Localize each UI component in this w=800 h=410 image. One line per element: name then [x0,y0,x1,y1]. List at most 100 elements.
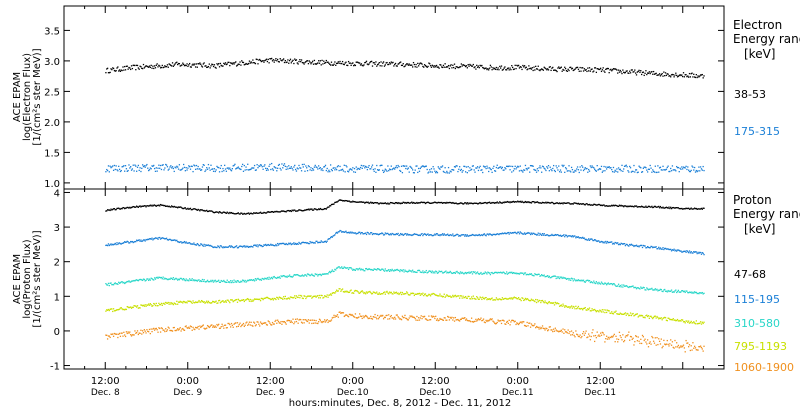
proton-data-point [555,202,557,204]
proton-data-point [218,299,221,302]
proton-data-point [517,231,519,233]
proton-data-point [154,237,157,239]
electron-data-point [306,170,309,172]
proton-data-point [116,242,118,244]
proton-data-point [147,205,149,207]
proton-data-point [144,280,146,282]
electron-data-point [350,168,352,171]
electron-data-point [595,71,598,74]
proton-data-point [627,313,629,315]
proton-data-point [311,322,313,325]
proton-data-point [542,301,545,303]
proton-data-point [177,279,179,281]
proton-data-point [375,232,377,235]
proton-data-point [352,314,354,317]
electron-data-point [663,169,665,171]
proton-data-point [147,279,150,282]
electron-data-point [609,167,611,169]
electron-data-point [677,166,680,169]
proton-data-point [183,279,186,281]
proton-series-47-68 [105,199,705,215]
proton-data-point [646,287,648,289]
proton-data-point [145,279,147,282]
proton-data-point [207,281,210,283]
proton-data-point [193,301,195,304]
proton-data-point [641,287,644,289]
electron-data-point [263,165,265,167]
proton-data-point [284,295,286,298]
proton-data-point [350,289,352,291]
electron-data-point [299,167,301,169]
electron-data-point [447,64,450,67]
proton-data-point [682,208,684,210]
proton-data-point [359,315,362,317]
electron-data-point [451,67,453,69]
electron-data-point [229,64,231,67]
proton-data-point [636,287,639,289]
proton-data-point [323,295,326,297]
electron-data-point [267,58,269,61]
electron-data-point [376,64,379,66]
proton-data-point [618,243,621,245]
proton-data-point [214,325,216,327]
proton-data-point [329,271,332,274]
proton-data-point [579,203,581,205]
electron-data-point [327,171,329,173]
proton-data-point [677,249,680,251]
electron-data-point [614,169,616,172]
electron-data-point [564,67,567,70]
electron-data-point [430,66,433,68]
proton-data-point [475,234,477,236]
proton-data-point [202,301,204,303]
proton-data-point [403,201,405,204]
electron-data-point [401,172,404,174]
proton-data-point [400,232,402,235]
electron-data-point [423,165,425,168]
proton-data-point [517,273,520,275]
proton-data-point [394,292,397,294]
proton-data-point [417,293,420,295]
proton-data-point [432,272,434,274]
proton-data-point [323,273,325,275]
proton-data-point [678,207,680,210]
electron-data-point [431,171,433,173]
proton-data-point [218,279,220,281]
electron-data-point [423,166,426,168]
proton-data-point [693,251,695,253]
electron-data-point [566,70,568,72]
proton-data-point [579,308,581,310]
electron-data-point [113,69,116,72]
proton-data-point [268,211,270,214]
proton-data-point [421,271,423,274]
proton-data-point [112,244,115,246]
proton-data-point [301,210,304,212]
electron-data-point [619,69,621,72]
proton-data-point [477,272,480,275]
electron-data-point [219,167,222,169]
proton-data-point [234,299,236,302]
proton-data-point [142,332,145,334]
proton-data-point [267,278,269,280]
proton-data-point [656,206,658,208]
electron-data-point [238,63,240,66]
proton-data-point [376,202,379,204]
proton-data-point [224,301,226,303]
proton-data-point [427,201,429,203]
electron-data-point [648,168,650,171]
proton-data-point [365,267,368,270]
proton-data-point [354,201,357,203]
proton-data-point [124,207,126,210]
proton-data-point [359,267,361,270]
electron-data-point [608,72,610,74]
electron-data-point [114,70,116,72]
proton-data-point [391,268,393,271]
proton-data-point [552,275,555,277]
proton-data-point [371,269,374,271]
proton-data-point [502,201,504,203]
proton-data-point [247,297,249,300]
proton-data-point [142,304,145,306]
proton-data-point [566,306,568,308]
proton-data-point [398,293,400,296]
electron-data-point [241,61,244,63]
proton-data-point [570,236,573,238]
